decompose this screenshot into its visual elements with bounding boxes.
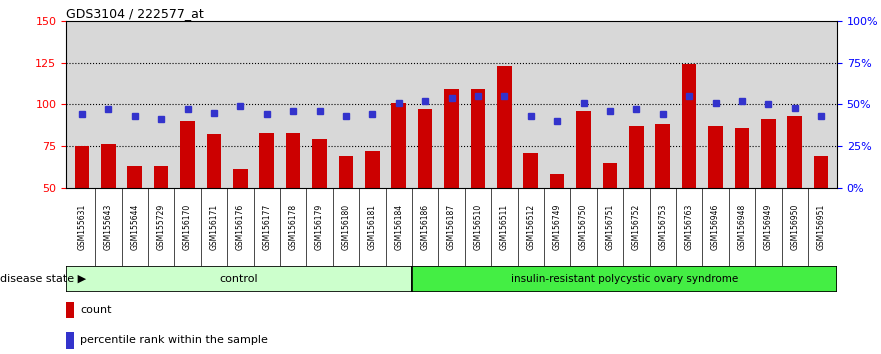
Text: GSM156184: GSM156184 xyxy=(394,204,403,250)
Bar xyxy=(629,126,644,188)
Bar xyxy=(101,144,115,188)
Text: GSM156186: GSM156186 xyxy=(420,204,430,250)
Text: GSM156950: GSM156950 xyxy=(790,203,799,250)
Text: GSM155631: GSM155631 xyxy=(78,204,86,250)
FancyBboxPatch shape xyxy=(66,266,411,292)
Text: GSM156749: GSM156749 xyxy=(552,203,561,250)
Bar xyxy=(66,302,74,319)
Bar xyxy=(470,90,485,188)
Bar xyxy=(207,135,221,188)
Text: control: control xyxy=(219,274,258,284)
Text: GSM155644: GSM155644 xyxy=(130,203,139,250)
Text: GSM156752: GSM156752 xyxy=(632,204,640,250)
Text: GSM155729: GSM155729 xyxy=(157,204,166,250)
Text: GSM156949: GSM156949 xyxy=(764,203,773,250)
Bar xyxy=(338,156,353,188)
Bar xyxy=(154,166,168,188)
Text: GSM156177: GSM156177 xyxy=(263,204,271,250)
Text: insulin-resistant polycystic ovary syndrome: insulin-resistant polycystic ovary syndr… xyxy=(511,274,738,284)
Bar xyxy=(682,64,696,188)
Bar xyxy=(233,169,248,188)
Text: GSM155643: GSM155643 xyxy=(104,203,113,250)
Bar xyxy=(655,124,670,188)
Bar xyxy=(259,133,274,188)
Text: GSM156750: GSM156750 xyxy=(579,203,588,250)
Text: GSM156753: GSM156753 xyxy=(658,203,667,250)
Text: percentile rank within the sample: percentile rank within the sample xyxy=(80,335,268,345)
Bar xyxy=(312,139,327,188)
Bar xyxy=(576,111,591,188)
Bar xyxy=(66,332,74,349)
Bar xyxy=(444,90,459,188)
Text: GSM156751: GSM156751 xyxy=(605,204,614,250)
Bar xyxy=(391,103,406,188)
Bar xyxy=(788,116,802,188)
Text: GSM156946: GSM156946 xyxy=(711,203,720,250)
Text: GSM156180: GSM156180 xyxy=(342,204,351,250)
FancyBboxPatch shape xyxy=(411,266,837,292)
Text: GSM156178: GSM156178 xyxy=(289,204,298,250)
Text: GSM156763: GSM156763 xyxy=(685,203,693,250)
Bar xyxy=(418,109,433,188)
Text: GSM156951: GSM156951 xyxy=(817,204,825,250)
Bar xyxy=(75,146,89,188)
Bar xyxy=(761,119,775,188)
Bar xyxy=(708,126,722,188)
Text: count: count xyxy=(80,305,112,315)
Text: GSM156170: GSM156170 xyxy=(183,204,192,250)
Bar xyxy=(285,133,300,188)
Bar xyxy=(523,153,538,188)
Text: GSM156176: GSM156176 xyxy=(236,204,245,250)
Text: GSM156187: GSM156187 xyxy=(447,204,456,250)
Bar xyxy=(181,121,195,188)
Text: GSM156511: GSM156511 xyxy=(500,204,509,250)
Bar xyxy=(603,163,618,188)
Bar xyxy=(128,166,142,188)
Text: GSM156179: GSM156179 xyxy=(315,204,324,250)
Text: disease state ▶: disease state ▶ xyxy=(0,274,86,284)
Bar xyxy=(735,128,749,188)
Bar xyxy=(497,66,512,188)
Bar xyxy=(365,151,380,188)
Bar xyxy=(814,156,828,188)
Bar xyxy=(550,174,565,188)
Text: GSM156181: GSM156181 xyxy=(367,204,377,250)
Text: GSM156948: GSM156948 xyxy=(737,204,746,250)
Text: GSM156510: GSM156510 xyxy=(473,204,483,250)
Text: GSM156512: GSM156512 xyxy=(526,204,536,250)
Text: GSM156171: GSM156171 xyxy=(210,204,218,250)
Text: GDS3104 / 222577_at: GDS3104 / 222577_at xyxy=(66,7,204,20)
